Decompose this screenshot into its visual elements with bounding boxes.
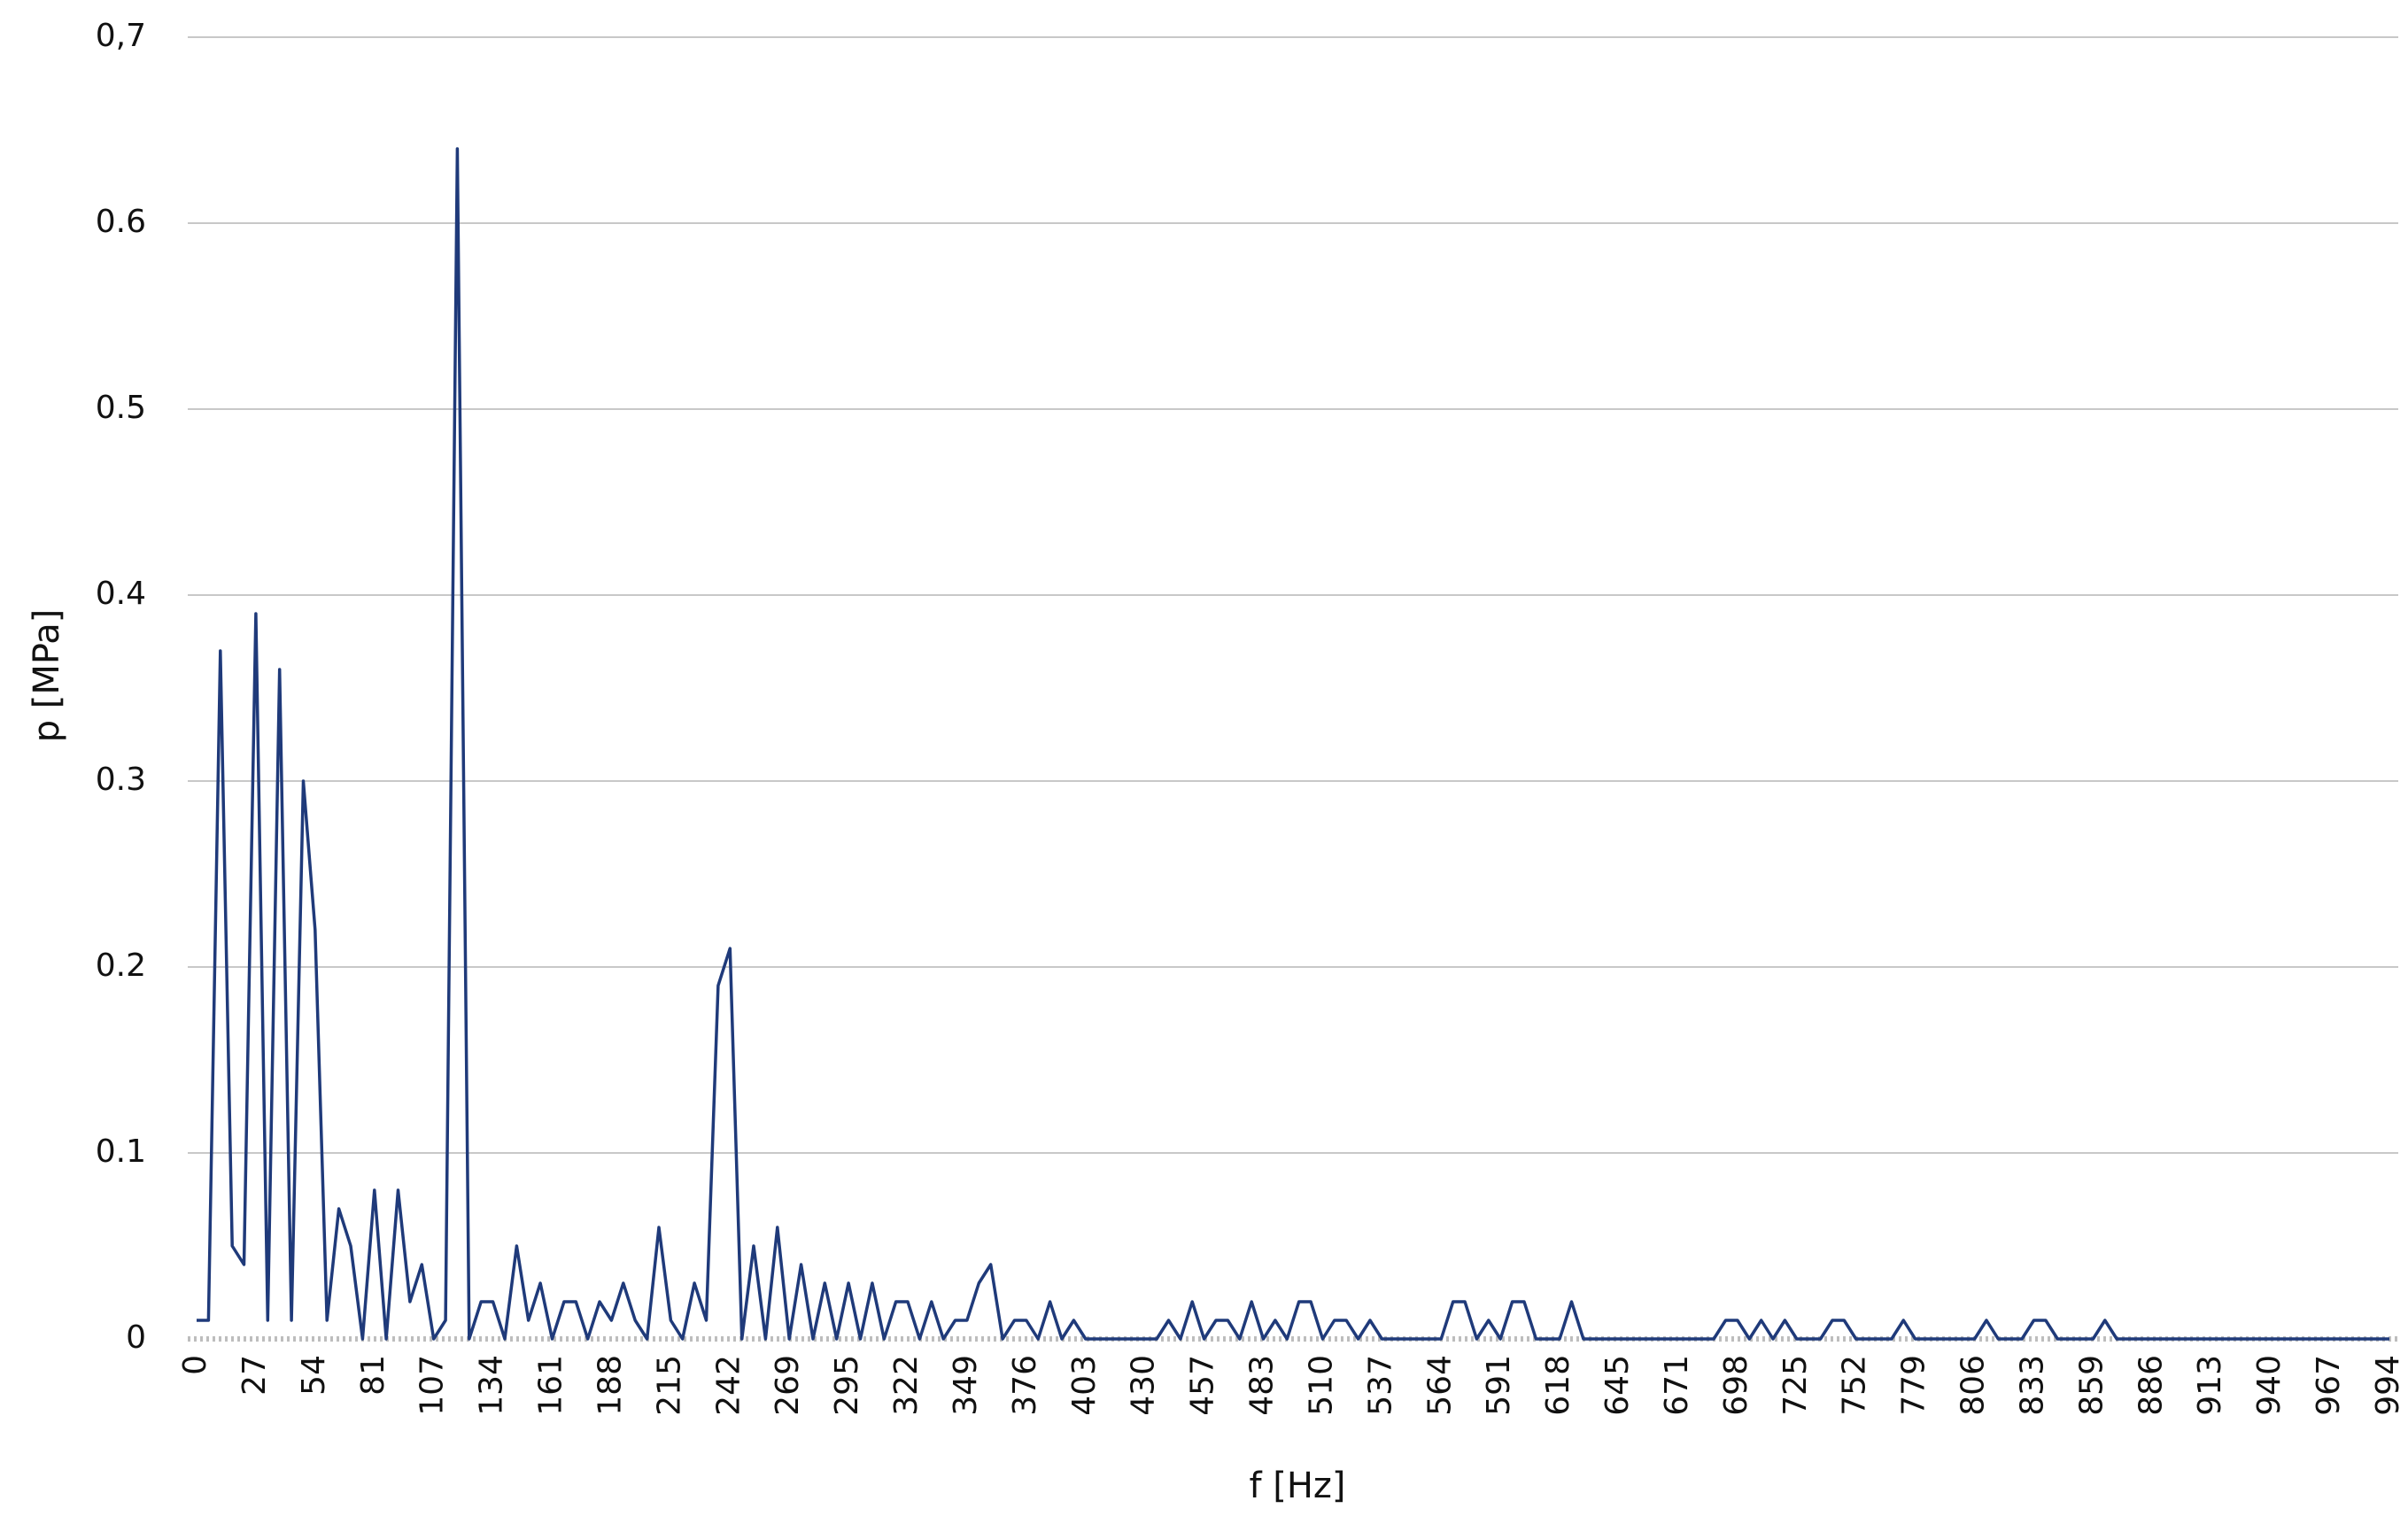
x-tick-label: 833 [2014,1355,2050,1416]
x-tick-label: 752 [1837,1355,1873,1416]
x-tick-label: 671 [1659,1355,1695,1416]
x-tick-label: 967 [2311,1355,2347,1416]
x-tick-label: 322 [888,1355,925,1416]
x-tick-label: 940 [2251,1355,2288,1416]
x-tick-label: 725 [1777,1355,1814,1416]
x-tick-label: 161 [533,1355,569,1416]
y-tick-label: 0.6 [96,204,146,240]
x-tick-label: 859 [2073,1355,2110,1416]
y-tick-label: 0.5 [96,390,146,426]
x-tick-label: 107 [414,1355,451,1416]
x-tick-label: 537 [1362,1355,1398,1416]
y-tick-label: 0.4 [96,576,146,612]
x-tick-label: 188 [592,1355,628,1416]
x-tick-label: 430 [1126,1355,1162,1416]
y-tick-label: 0.3 [96,762,146,798]
y-tick-label: 0.2 [96,948,146,984]
x-tick-label: 403 [1066,1355,1103,1416]
x-tick-label: 457 [1185,1355,1221,1416]
x-tick-label: 349 [948,1355,984,1416]
x-tick-label: 645 [1599,1355,1636,1416]
x-tick-label: 483 [1244,1355,1281,1416]
x-tick-label: 269 [770,1355,806,1416]
x-tick-label: 0 [177,1355,213,1375]
x-tick-label: 27 [236,1355,273,1396]
x-tick-label: 215 [651,1355,687,1416]
x-tick-label: 376 [1007,1355,1043,1416]
x-tick-label: 81 [355,1355,391,1396]
x-tick-label: 913 [2192,1355,2228,1416]
x-tick-label: 994 [2370,1355,2406,1416]
x-tick-label: 779 [1896,1355,1932,1416]
x-tick-label: 564 [1421,1355,1458,1416]
x-tick-label: 591 [1481,1355,1517,1416]
x-tick-label: 618 [1540,1355,1576,1416]
x-tick-label: 510 [1303,1355,1339,1416]
x-tick-label: 806 [1955,1355,1992,1416]
y-tick-label: 0.1 [96,1133,146,1170]
x-tick-label: 134 [474,1355,510,1416]
x-tick-label: 295 [829,1355,865,1416]
x-tick-label: 698 [1718,1355,1754,1416]
x-tick-label: 886 [2133,1355,2169,1416]
x-tick-label: 242 [710,1355,747,1416]
data-line [197,147,2389,1341]
x-axis-title: f [Hz] [1249,1466,1345,1506]
y-axis-title: p [MPa] [27,609,67,743]
y-tick-label: 0 [126,1319,146,1356]
y-tick-label: 0,7 [96,18,146,54]
x-tick-label: 54 [296,1355,332,1396]
